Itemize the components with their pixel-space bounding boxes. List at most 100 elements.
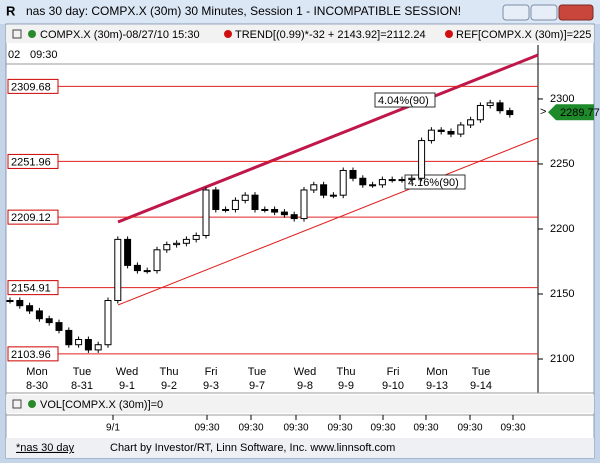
- candle: [369, 184, 377, 187]
- x-date-label: 9-8: [297, 380, 313, 392]
- candle: [398, 179, 406, 182]
- candle: [65, 329, 73, 346]
- window-title: nas 30 day: COMPX.X (30m) 30 Minutes, Se…: [26, 4, 461, 18]
- status-bar: [6, 438, 594, 458]
- app-icon: R: [6, 3, 16, 18]
- candle: [300, 189, 308, 220]
- last-price-box: [548, 104, 594, 121]
- x-day-label: Tue: [248, 366, 267, 378]
- x-date-label: 9-10: [382, 380, 404, 392]
- candle: [6, 300, 14, 303]
- candle: [437, 129, 445, 132]
- candle: [418, 140, 426, 179]
- y-tick-label: 2150: [550, 288, 574, 300]
- level-label: 2103.96: [11, 349, 51, 361]
- x-date-label: 9-14: [470, 380, 492, 392]
- x-date-label: 9-1: [119, 380, 135, 392]
- candle: [271, 208, 279, 213]
- status-tab[interactable]: *nas 30 day: [16, 442, 75, 454]
- credit: Chart by Investor/RT, Linn Software, Inc…: [110, 442, 395, 454]
- candle: [45, 318, 53, 324]
- candle: [359, 177, 367, 186]
- candle: [222, 208, 230, 211]
- candle: [467, 119, 475, 126]
- candle: [133, 264, 141, 272]
- level-box: [7, 280, 59, 296]
- legend-trend: TREND[(0.99)*-32 + 2143.92]=2112.24: [235, 29, 426, 41]
- legend-dot: [28, 30, 36, 38]
- title-bar: [0, 0, 600, 24]
- volume-pane: [6, 395, 594, 413]
- candle: [153, 249, 161, 272]
- time-label: 09:30: [370, 423, 395, 434]
- level-box: [7, 209, 59, 225]
- y-tick-label: 2200: [550, 223, 574, 235]
- candle: [408, 177, 416, 181]
- candle: [104, 300, 112, 346]
- time-label: 09:30: [457, 423, 482, 434]
- time-label: 09:30: [283, 423, 308, 434]
- candle: [476, 104, 484, 121]
- candle: [241, 194, 249, 201]
- x-day-label: Mon: [26, 366, 47, 378]
- close-button[interactable]: [558, 4, 594, 21]
- time-label: 09:30: [238, 423, 263, 434]
- candle: [447, 130, 455, 135]
- x-date-label: 9-13: [426, 380, 448, 392]
- candle: [202, 189, 210, 236]
- time-label: 09:30: [327, 423, 352, 434]
- x-day-label: Thu: [160, 366, 179, 378]
- last-price-arrow: >: [540, 106, 546, 118]
- header-time: 09:30: [30, 49, 58, 61]
- time-label: 09:30: [500, 423, 525, 434]
- legend-dot: [445, 30, 453, 38]
- legend-ref: REF[COMPX.X (30m)]=225: [456, 29, 591, 41]
- candle: [182, 238, 190, 244]
- level-label: 2209.12: [11, 212, 51, 224]
- time-label: 09:30: [413, 423, 438, 434]
- candle: [26, 305, 34, 312]
- level-box: [7, 153, 59, 169]
- candle: [457, 124, 465, 135]
- x-day-label: Fri: [205, 366, 218, 378]
- minimize-button[interactable]: [502, 4, 530, 21]
- candle: [192, 234, 200, 240]
- candle: [35, 310, 43, 320]
- candle: [143, 270, 151, 273]
- maximize-button[interactable]: [530, 4, 558, 21]
- legend-row: [6, 25, 594, 43]
- candle: [173, 242, 181, 246]
- candle: [329, 194, 337, 197]
- legend-dot: [28, 400, 36, 408]
- candle: [251, 194, 259, 210]
- candle: [320, 184, 328, 196]
- x-day-label: Tue: [73, 366, 92, 378]
- trend-channel-upper: [117, 53, 539, 224]
- x-day-label: Fri: [387, 366, 400, 378]
- trend-channel-lower: [117, 137, 539, 306]
- y-tick-label: 2250: [550, 158, 574, 170]
- annotation: 4.04%(90): [378, 95, 429, 107]
- time-label: 9/1: [106, 423, 120, 434]
- candle: [16, 300, 24, 307]
- candle: [114, 238, 122, 302]
- level-box: [7, 78, 59, 94]
- y-tick-label: 2300: [550, 93, 574, 105]
- level-label: 2309.68: [11, 81, 51, 93]
- candle: [496, 102, 504, 112]
- level-label: 2154.91: [11, 283, 51, 295]
- client-area: [5, 23, 595, 459]
- candle: [339, 169, 347, 196]
- x-date-label: 9-7: [249, 380, 265, 392]
- x-date-label: 9-2: [161, 380, 177, 392]
- legend-box: [12, 399, 22, 409]
- legend-box: [12, 29, 22, 39]
- candle: [290, 214, 298, 220]
- x-date-label: 8-30: [26, 380, 48, 392]
- x-date-label: 8-31: [71, 380, 93, 392]
- x-day-label: Mon: [426, 366, 447, 378]
- legend-dot: [224, 30, 232, 38]
- candle: [124, 238, 132, 266]
- candle: [231, 199, 239, 210]
- volume-label: VOL[COMPX.X (30m)]=0: [40, 399, 163, 411]
